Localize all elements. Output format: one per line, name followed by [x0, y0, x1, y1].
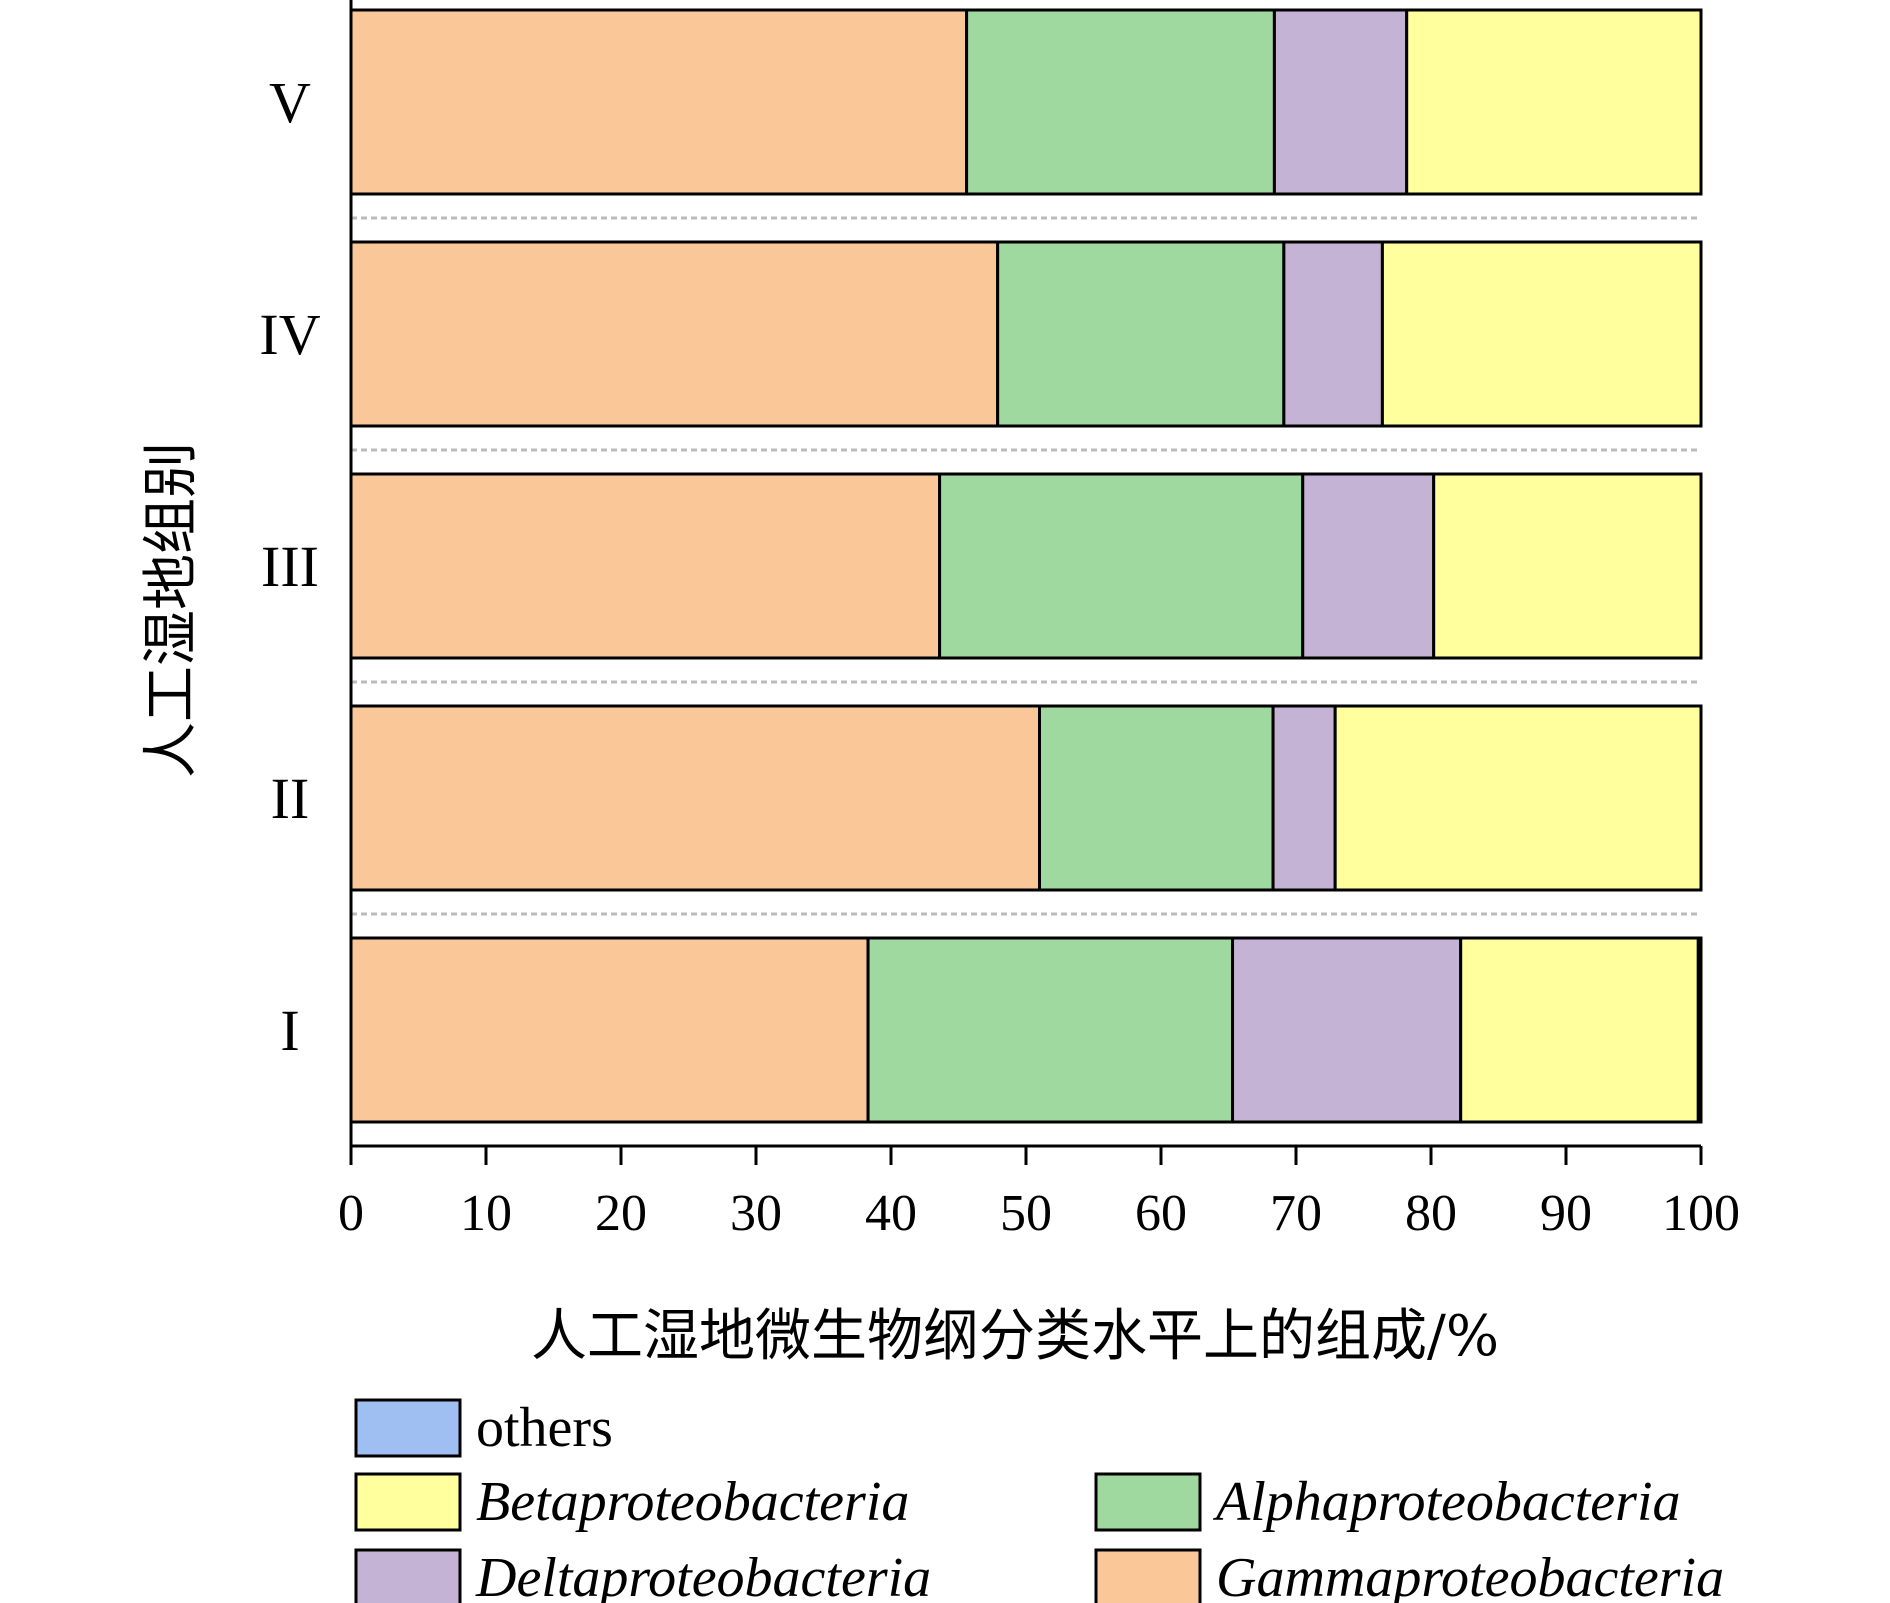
- bar-segment-alphaproteobacteria-iii: [938, 472, 1305, 660]
- category-label: II: [271, 766, 310, 831]
- bar-segment-gammaproteobacteria-v: [349, 8, 969, 196]
- bar-segment-others-i: [1696, 936, 1703, 1124]
- x-tick-label: 10: [460, 1185, 512, 1242]
- x-tick-label: 0: [338, 1185, 364, 1242]
- legend-swatch-alphaproteobacteria: [1094, 1472, 1202, 1532]
- x-tick-label: 50: [1000, 1185, 1052, 1242]
- legend-label-alphaproteobacteria: Alphaproteobacteria: [1212, 1471, 1681, 1533]
- bar-segment-gammaproteobacteria-iv: [349, 240, 1000, 428]
- bar-segment-deltaproteobacteria-iv: [1282, 240, 1384, 428]
- y-axis-title: 人工湿地组别: [139, 442, 204, 778]
- bar-segment-alphaproteobacteria-v: [965, 8, 1276, 196]
- bar-segment-betaproteobacteria-ii: [1333, 704, 1703, 892]
- bar-segment-deltaproteobacteria-i: [1231, 936, 1463, 1124]
- x-tick-label: 30: [730, 1185, 782, 1242]
- x-tick-label: 20: [595, 1185, 647, 1242]
- x-axis-ticks: 0 10 20 30 40 50 60 70 80 90 100: [338, 1146, 1740, 1242]
- bar-segment-gammaproteobacteria-iii: [349, 472, 942, 660]
- bar-segment-betaproteobacteria-v: [1405, 8, 1703, 196]
- bar-segment-betaproteobacteria-iii: [1432, 472, 1703, 660]
- category-label: I: [280, 998, 299, 1063]
- bar-segment-deltaproteobacteria-ii: [1271, 704, 1337, 892]
- legend-swatch-others: [354, 1398, 462, 1458]
- bar-area: [349, 8, 1703, 1124]
- legend-swatch-betaproteobacteria: [354, 1472, 462, 1532]
- x-tick-label: 60: [1135, 1185, 1187, 1242]
- x-tick-label: 70: [1270, 1185, 1322, 1242]
- bar-segment-betaproteobacteria-i: [1459, 936, 1700, 1124]
- bar-segment-deltaproteobacteria-iii: [1301, 472, 1436, 660]
- bar-segment-alphaproteobacteria-ii: [1038, 704, 1275, 892]
- row-separators: [351, 216, 1701, 916]
- category-label: III: [261, 534, 319, 599]
- bar-segment-deltaproteobacteria-v: [1272, 8, 1409, 196]
- bar-segment-gammaproteobacteria-ii: [349, 704, 1041, 892]
- category-label: IV: [259, 302, 320, 367]
- bar-segment-gammaproteobacteria-i: [349, 936, 870, 1124]
- bar-segment-alphaproteobacteria-iv: [996, 240, 1286, 428]
- x-tick-label: 100: [1662, 1185, 1740, 1242]
- x-axis-title: 人工湿地微生物纲分类水平上的组成/%: [531, 1304, 1499, 1369]
- category-label: V: [269, 70, 311, 135]
- x-tick-label: 90: [1540, 1185, 1592, 1242]
- legend: others Betaproteobacteria Alphaproteobacte…: [354, 1397, 1724, 1603]
- x-tick-label: 80: [1405, 1185, 1457, 1242]
- legend-label-others: others: [476, 1397, 613, 1459]
- bar-segment-betaproteobacteria-iv: [1380, 240, 1703, 428]
- bar-segment-alphaproteobacteria-i: [866, 936, 1235, 1124]
- legend-swatch-gammaproteobacteria: [1094, 1548, 1202, 1603]
- legend-label-deltaproteobacteria: Deltaproteobacteria: [475, 1547, 931, 1603]
- legend-swatch-deltaproteobacteria: [354, 1548, 462, 1603]
- x-tick-label: 40: [865, 1185, 917, 1242]
- legend-label-betaproteobacteria: Betaproteobacteria: [476, 1471, 909, 1533]
- legend-label-gammaproteobacteria: Gammaproteobacteria: [1216, 1547, 1724, 1603]
